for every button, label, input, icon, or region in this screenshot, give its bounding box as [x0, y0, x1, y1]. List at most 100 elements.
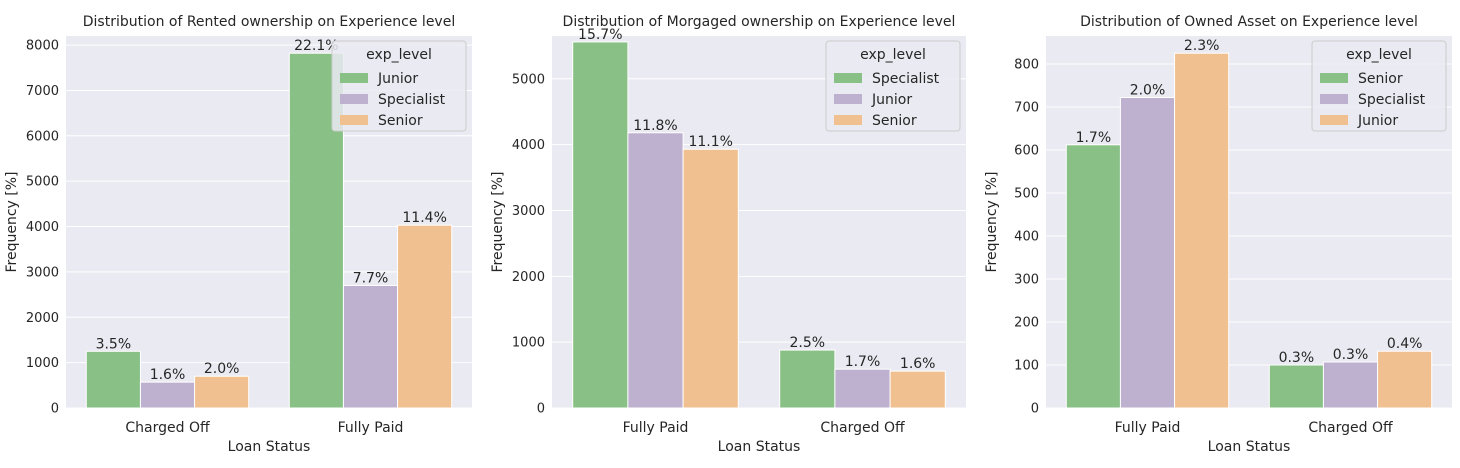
- bar-data-label: 11.1%: [688, 134, 732, 150]
- legend-box: [331, 40, 467, 132]
- bar-specialist-fully-paid[interactable]: [1119, 96, 1176, 409]
- y-axis-label: Frequency [%]: [490, 171, 506, 272]
- bar-data-label: 11.8%: [633, 118, 677, 134]
- legend-swatch: [834, 73, 862, 83]
- y-tick-label: 6000: [26, 129, 59, 144]
- y-tick-label: 3000: [512, 204, 545, 219]
- y-tick-label: 4000: [26, 220, 59, 235]
- y-tick-label: 2000: [26, 311, 59, 326]
- chart-panel-2: 0 1000 2000 3000 4000 5000 15.7% 11.8% 11.1% Full…: [490, 14, 966, 455]
- bar-junior-charged-off[interactable]: [834, 368, 891, 409]
- bar-junior-fully-paid[interactable]: [627, 132, 684, 409]
- legend-entry: Specialist: [872, 71, 940, 87]
- y-tick-label: 8000: [26, 39, 59, 54]
- legend-swatch: [1320, 94, 1348, 104]
- bar-specialist-charged-off[interactable]: [779, 349, 836, 409]
- bar-data-label: 2.3%: [1184, 38, 1220, 54]
- legend-swatch: [340, 94, 368, 104]
- bar-junior-charged-off[interactable]: [85, 350, 141, 409]
- bar-data-label: 3.5%: [96, 336, 132, 352]
- legend-entry: Senior: [872, 113, 917, 129]
- bar-data-label: 22.1%: [294, 38, 338, 54]
- x-axis-label: Loan Status: [228, 439, 311, 455]
- legend-swatch: [340, 73, 368, 83]
- bar-specialist-fully-paid[interactable]: [342, 285, 399, 409]
- x-tick-label: Charged Off: [1308, 420, 1393, 436]
- legend-title: exp_level: [860, 47, 926, 63]
- chart-title: Distribution of Owned Asset on Experienc…: [1080, 14, 1418, 30]
- bar-senior-fully-paid[interactable]: [1065, 144, 1121, 409]
- y-tick-label: 500: [1014, 186, 1039, 201]
- legend-swatch: [1320, 73, 1348, 83]
- bar-data-label: 2.0%: [1130, 82, 1166, 98]
- y-tick-label: 0: [1031, 402, 1039, 417]
- x-tick-label: Fully Paid: [1115, 420, 1181, 436]
- chart-panel-1: 0 1000 2000 3000 4000 5000 6000 7000 8000 3.5% 1.6…: [4, 14, 472, 455]
- y-tick-label: 700: [1014, 100, 1039, 115]
- legend-entry: Senior: [378, 113, 423, 129]
- y-tick-label: 5000: [26, 175, 59, 190]
- y-tick-label: 7000: [26, 84, 59, 99]
- legend-box: [825, 40, 961, 132]
- bar-data-label: 0.3%: [1279, 350, 1315, 366]
- y-tick-label: 3000: [26, 265, 59, 280]
- legend: exp_level Junior Specialist Senior: [331, 40, 467, 132]
- legend-entry: Specialist: [1358, 92, 1426, 108]
- legend-entry: Junior: [377, 71, 418, 87]
- y-tick-label: 5000: [512, 72, 545, 87]
- legend-swatch: [834, 115, 862, 125]
- y-axis-label: Frequency [%]: [4, 171, 20, 272]
- bar-data-label: 0.3%: [1333, 347, 1369, 363]
- legend-box: [1311, 40, 1447, 132]
- legend-entry: Junior: [1357, 113, 1398, 129]
- bar-senior-fully-paid[interactable]: [682, 148, 739, 409]
- legend: exp_level Senior Specialist Junior: [1311, 40, 1447, 132]
- bar-data-label: 1.6%: [150, 367, 186, 383]
- y-tick-label: 1000: [512, 336, 545, 351]
- bar-specialist-charged-off[interactable]: [1322, 361, 1379, 409]
- bar-junior-charged-off[interactable]: [1377, 350, 1433, 409]
- bar-data-label: 1.7%: [845, 354, 881, 370]
- y-tick-label: 600: [1014, 143, 1039, 158]
- bar-senior-fully-paid[interactable]: [397, 224, 453, 409]
- y-tick-label: 2000: [512, 270, 545, 285]
- chart-panel-3: 0 100 200 300 400 500 600 700 800 1.7% 2.0% 2.3% Ful…: [984, 14, 1452, 455]
- chart-title: Distribution of Rented ownership on Expe…: [83, 14, 455, 30]
- legend-entry: Junior: [871, 92, 912, 108]
- bar-senior-charged-off[interactable]: [1268, 364, 1324, 409]
- legend-swatch: [1320, 115, 1348, 125]
- bar-data-label: 1.6%: [900, 356, 936, 372]
- bar-specialist-charged-off[interactable]: [139, 381, 196, 409]
- bar-junior-fully-paid[interactable]: [1174, 52, 1230, 409]
- x-tick-label: Fully Paid: [623, 420, 689, 436]
- legend-title: exp_level: [366, 47, 432, 63]
- y-tick-label: 200: [1014, 315, 1039, 330]
- y-tick-label: 4000: [512, 138, 545, 153]
- bar-data-label: 2.5%: [790, 335, 826, 351]
- y-tick-label: 400: [1014, 229, 1039, 244]
- y-axis-label: Frequency [%]: [984, 171, 1000, 272]
- bar-data-label: 11.4%: [402, 210, 446, 226]
- y-tick-label: 1000: [26, 356, 59, 371]
- bar-data-label: 1.7%: [1076, 130, 1112, 146]
- bar-senior-charged-off[interactable]: [889, 370, 946, 409]
- y-tick-label: 800: [1014, 57, 1039, 72]
- legend-entry: Senior: [1358, 71, 1403, 87]
- x-tick-label: Charged Off: [820, 420, 905, 436]
- legend-swatch: [834, 94, 862, 104]
- chart-title: Distribution of Morgaged ownership on Ex…: [563, 14, 956, 30]
- legend-title: exp_level: [1346, 47, 1412, 63]
- bar-senior-charged-off[interactable]: [194, 375, 250, 409]
- bar-specialist-fully-paid[interactable]: [572, 41, 629, 409]
- bar-data-label: 15.7%: [578, 27, 622, 43]
- legend-entry: Specialist: [378, 92, 446, 108]
- legend-swatch: [340, 115, 368, 125]
- x-axis-label: Loan Status: [1208, 439, 1291, 455]
- x-axis-label: Loan Status: [718, 439, 801, 455]
- bar-data-label: 2.0%: [204, 361, 240, 377]
- y-tick-label: 100: [1014, 358, 1039, 373]
- y-tick-label: 300: [1014, 272, 1039, 287]
- y-tick-label: 0: [51, 402, 59, 417]
